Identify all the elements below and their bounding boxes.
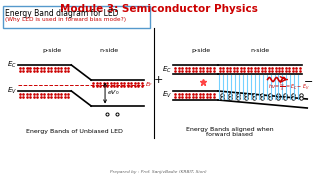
Text: $E_F$: $E_F$ (145, 81, 153, 89)
Text: Energy Bands of Unbiased LED: Energy Bands of Unbiased LED (26, 129, 123, 134)
Text: Energy Band diagram for LED: Energy Band diagram for LED (5, 9, 118, 18)
Text: $E_C$: $E_C$ (162, 65, 171, 75)
Text: $E_V$: $E_V$ (7, 86, 17, 96)
Text: −: − (304, 76, 314, 87)
Text: + +: + + (26, 66, 40, 72)
Text: +: + (154, 75, 163, 85)
Text: p-side: p-side (42, 48, 61, 53)
Text: p-side: p-side (192, 48, 211, 53)
Text: $eV_0$: $eV_0$ (107, 89, 120, 97)
Text: n-side: n-side (250, 48, 269, 53)
Bar (3, 6, 150, 28)
Text: n-side: n-side (100, 48, 119, 53)
Text: Module 3: Semiconductor Physics: Module 3: Semiconductor Physics (60, 4, 258, 14)
Text: $h\nu=\frac{hc}{\lambda}=E_C-E_V$: $h\nu=\frac{hc}{\lambda}=E_C-E_V$ (268, 82, 309, 93)
Text: $E_C$: $E_C$ (7, 60, 17, 70)
Text: $E_V$: $E_V$ (162, 90, 172, 100)
Text: Energy Bands aligned when
forward biased: Energy Bands aligned when forward biased (186, 127, 274, 137)
Text: (Why LED is used in forward bias mode?): (Why LED is used in forward bias mode?) (5, 17, 126, 22)
Text: Prepared by : Prof. SanjivBadie (KRBIT, Sion): Prepared by : Prof. SanjivBadie (KRBIT, … (110, 170, 207, 174)
